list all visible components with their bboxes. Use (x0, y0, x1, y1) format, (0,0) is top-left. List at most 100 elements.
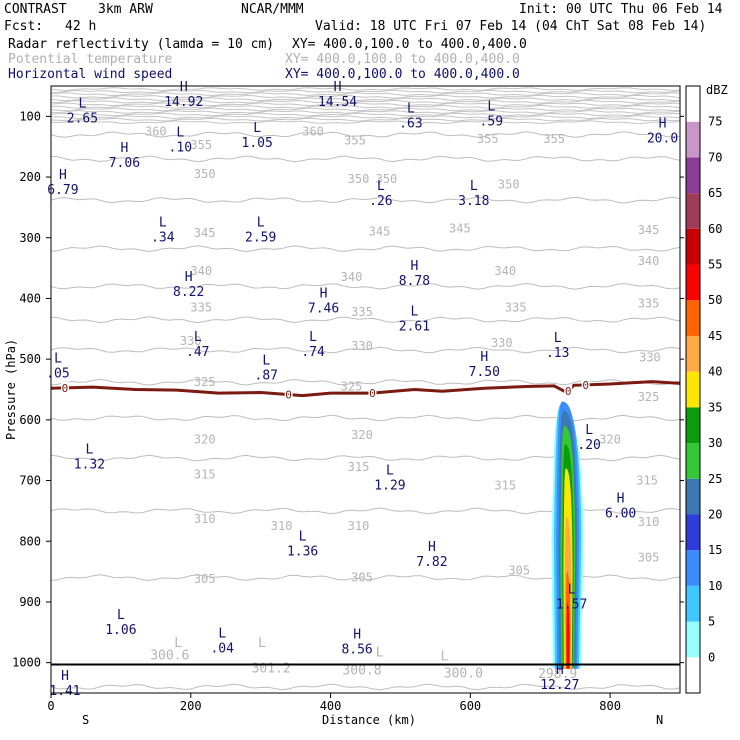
theta-label: 355 (477, 132, 499, 146)
colorbar-label: 35 (708, 400, 722, 414)
colorbar-label: 0 (708, 650, 715, 664)
theta-label: 315 (636, 474, 658, 488)
theta-label: 360 (302, 125, 324, 139)
wind-extremum-type: L (554, 331, 562, 346)
y-tick-label: 1000 (12, 656, 41, 670)
theta-label: 355 (190, 138, 212, 152)
wind-extremum-value: 7.50 (469, 365, 500, 380)
wind-extremum-type: H (659, 117, 667, 132)
wind-extremum-type: L (487, 100, 495, 115)
zero-isotherm-label: 0 (62, 382, 69, 395)
theta-label: 350 (348, 172, 370, 186)
wind-extremum-value: 1.05 (242, 136, 273, 151)
wind-extremum-type: L (218, 626, 226, 641)
colorbar-label: 40 (708, 365, 722, 379)
theta-contour (51, 155, 680, 163)
colorbar-segment (686, 585, 700, 622)
wind-extremum-value: 1.32 (74, 457, 105, 472)
surface-theta-label: 300.6 (150, 648, 189, 663)
wind-extremum-type: H (180, 80, 188, 95)
theta-contour-strat (51, 104, 680, 109)
wind-extremum-type: L (86, 442, 94, 457)
wind-extremum-value: .05 (46, 366, 69, 381)
colorbar-label: 30 (708, 436, 722, 450)
y-tick-label: 100 (19, 109, 41, 123)
theta-label: 315 (494, 478, 516, 492)
wind-extremum-value: 1.29 (374, 479, 405, 494)
wind-extremum-value: 7.46 (308, 301, 339, 316)
zero-isotherm-label: 0 (565, 385, 572, 398)
colorbar-label: 45 (708, 329, 722, 343)
theta-contour-strat (51, 87, 680, 92)
x-axis-title: Distance (km) (322, 713, 416, 727)
theta-label: 350 (376, 172, 398, 186)
colorbar-segment (686, 657, 700, 693)
theta-label: 355 (344, 134, 366, 148)
theta-contour (51, 316, 680, 324)
surface-theta-letter: L (441, 650, 449, 665)
wind-extremum-value: .74 (301, 345, 325, 360)
theta-contour (51, 378, 680, 386)
wind-extremum-value: 1.41 (49, 684, 80, 699)
theta-label: 340 (190, 264, 212, 278)
colorbar-label: 60 (708, 222, 722, 236)
theta-label: 315 (348, 460, 370, 474)
surface-theta-letter: L (376, 645, 384, 660)
zero-isotherm-label: 0 (369, 387, 376, 400)
theta-label: 345 (194, 226, 216, 240)
header: CONTRAST 3km ARW NCAR/MMM Init: 00 UTC T… (4, 2, 723, 82)
x-tick-label: 400 (320, 699, 342, 713)
field-theta-name: Potential temperature (8, 52, 173, 67)
wind-extremum-type: H (480, 350, 488, 365)
theta-contour (51, 414, 680, 422)
y-tick-label: 600 (19, 413, 41, 427)
theta-label: 345 (369, 225, 391, 239)
init-time: Init: 00 UTC Thu 06 Feb 14 (519, 2, 723, 17)
theta-label: 310 (271, 519, 293, 533)
wind-extremum-value: .59 (480, 115, 503, 130)
wind-extremum-type: H (320, 286, 328, 301)
theta-contour-strat (51, 112, 680, 117)
theta-contour-strat (51, 107, 680, 112)
zero-label-bg (60, 381, 69, 393)
wind-extremum-type: L (117, 608, 125, 623)
theta-contour (51, 346, 680, 354)
wind-extremum-value: 2.61 (399, 320, 430, 335)
y-tick-label: 500 (19, 352, 41, 366)
wind-extremum-value: 14.54 (318, 95, 357, 110)
theta-label: 335 (638, 296, 660, 310)
wind-extremum-type: H (334, 80, 342, 95)
theta-label: 350 (498, 177, 520, 191)
theta-label: 335 (505, 301, 527, 315)
theta-contour-strat (51, 117, 680, 122)
colorbar-segment (686, 550, 700, 586)
wind-extremum-value: 14.92 (164, 95, 203, 110)
x-tick-label: 0 (47, 699, 54, 713)
surface-theta-label: 300.0 (444, 667, 483, 682)
wind-extremum-type: H (617, 492, 625, 507)
theta-contour-strat (51, 92, 680, 97)
theta-label: 330 (639, 350, 661, 364)
field-wind-name: Horizontal wind speed (8, 67, 172, 82)
colorbar-segment (686, 371, 700, 408)
field-reflectivity-xy: XY= 400.0,100.0 to 400.0,400.0 (292, 37, 527, 52)
valid-time: Valid: 18 UTC Fri 07 Feb 14 (04 ChT Sat … (315, 19, 706, 34)
x-tick-label: 800 (599, 699, 621, 713)
colorbar-label: 25 (708, 472, 722, 486)
zero-label-bg (564, 385, 573, 397)
field-theta-xy: XY= 400.0,100.0 to 400.0,400.0 (285, 52, 520, 67)
y-tick-label: 400 (19, 291, 41, 305)
colorbar-segment (686, 443, 700, 479)
y-axis: 100 200 300 400 500 600 700 800 900 1000 (12, 109, 684, 670)
theta-label: 305 (351, 571, 373, 585)
zero-isotherm-line (51, 380, 680, 398)
zero-label-bg (284, 388, 293, 400)
field-reflectivity-name: Radar reflectivity (lamda = 10 cm) (8, 37, 274, 52)
wind-extremum-value: 2.65 (67, 111, 98, 126)
wind-extremum-value: .10 (169, 141, 192, 156)
wind-extremum-value: 2.59 (245, 230, 276, 245)
theta-label: 335 (351, 305, 373, 319)
theta-label: 320 (194, 432, 216, 446)
plot-frame (50, 85, 681, 694)
colorbar-label: 5 (708, 615, 715, 629)
